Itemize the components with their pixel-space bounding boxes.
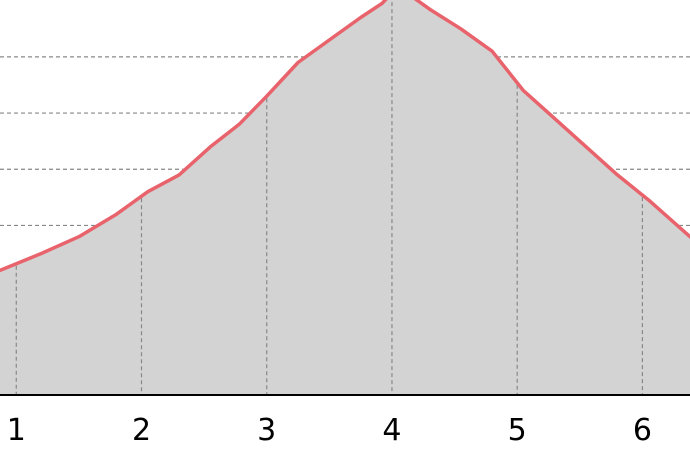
x-tick-label-2: 2 [132,413,151,448]
series-line-layer [0,0,690,273]
x-tick-label-3: 3 [257,413,276,448]
x-tick-label-1: 1 [7,413,26,448]
x-tick-label-6: 6 [633,413,652,448]
series-area-fill [0,0,690,394]
series-line [0,0,690,273]
vertical-gridlines [15,0,644,394]
x-tick-label-5: 5 [508,413,527,448]
x-tick-label-4: 4 [382,413,401,448]
area-layer [0,0,690,394]
x-tick-labels: 1 2 3 4 5 6 [7,413,652,448]
